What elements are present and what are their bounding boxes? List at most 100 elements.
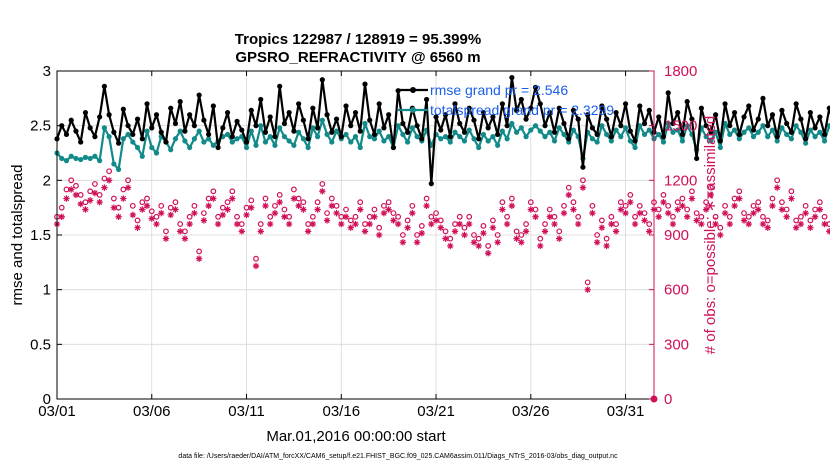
totalspread-point [485,138,491,144]
totalspread-point [599,123,605,129]
obs-possible-marker [622,202,629,209]
totalspread-point [153,150,160,156]
obs-assimilated-marker [598,224,606,231]
obs-assimilated-marker [167,211,174,219]
obs-assimilated-marker [489,224,497,231]
totalspread-point [793,123,799,129]
totalspread-point [343,131,349,138]
obs-assimilated-marker [783,213,790,220]
obs-assimilated-marker [447,242,454,250]
legend-label: totalspread grand pr = 2.3299 [430,102,614,118]
obs-possible-marker [418,222,425,229]
obs-possible-marker [347,217,354,224]
rmse-point [812,125,818,131]
totalspread-point [229,139,235,145]
rmse-point [296,101,302,107]
obs-assimilated-marker [646,228,653,235]
obs-assimilated-marker [480,229,487,237]
obs-assimilated-marker [229,195,236,202]
obs-assimilated-marker [375,231,383,239]
totalspread-point [182,138,188,144]
rmse-point [92,134,98,140]
rmse-point [97,114,103,120]
totalspread-point [480,131,487,138]
obs-possible-marker [433,210,439,217]
obs-assimilated-marker [802,209,809,217]
obs-assimilated-marker [323,217,331,224]
obs-assimilated-marker [522,228,530,235]
rmse-point [746,103,752,109]
rmse-point [769,112,776,118]
obs-possible-marker [632,213,638,220]
totalspread-point [125,131,131,138]
obs-possible-marker [291,186,297,193]
rmse-point [291,128,297,134]
rmse-point [352,109,359,116]
obs-possible-marker [191,202,198,209]
obs-assimilated-marker [186,220,193,228]
rmse-point [262,129,269,135]
obs-assimilated-marker [693,217,700,224]
obs-possible-marker [92,181,98,187]
obs-possible-marker [68,177,75,184]
totalspread-point [191,136,198,142]
obs-possible-marker [234,213,240,220]
totalspread-point [641,131,648,138]
obs-assimilated-marker [631,220,639,228]
y-axis-label: rmse and totalspread [9,165,26,306]
rmse-point [267,114,273,120]
totalspread-point [499,128,505,134]
totalspread-point [409,125,415,131]
obs-assimilated-marker [285,220,293,228]
totalspread-point [741,129,747,135]
rmse-point [495,131,501,138]
obs-assimilated-marker [238,228,245,235]
totalspread-point [381,138,387,144]
rmse-point [774,134,780,140]
obs-assimilated-marker [191,209,198,217]
rmse-point [613,109,619,116]
obs-possible-marker [281,206,288,213]
obs-assimilated-marker [281,213,288,220]
rmse-point [433,114,439,120]
totalspread-point [130,139,136,145]
totalspread-point [627,138,633,144]
obs-assimilated-marker [162,235,170,242]
rmse-point [457,120,463,127]
rmse-point [798,116,804,122]
obs-possible-marker [490,217,496,224]
totalspread-point [362,120,368,127]
totalspread-point [248,128,254,134]
obs-possible-marker [499,199,506,206]
obs-possible-marker [456,213,463,220]
obs-possible-marker [745,213,752,220]
rmse-point [561,120,567,127]
obs-possible-marker [148,208,155,215]
data-file-footnote: data file: /Users/raeder/DAI/ATM_forcXX/… [178,453,618,460]
rmse-point [627,128,633,134]
totalspread-point [632,144,638,151]
rmse-point [281,120,288,127]
y2-tick-label: 600 [664,282,689,299]
y2-tick-label: 900 [664,227,689,244]
rmse-point [187,112,193,118]
rmse-point [324,112,330,118]
totalspread-point [670,129,676,135]
rmse-point [63,131,70,138]
series-rmse [54,74,830,187]
obs-assimilated-marker [679,202,686,210]
obs-assimilated-marker [423,202,430,210]
obs-possible-marker [381,202,387,209]
totalspread-point [727,131,733,138]
totalspread-point [310,125,316,131]
rmse-point [466,105,472,111]
rmse-point [518,96,524,103]
obs-possible-marker [684,206,691,213]
totalspread-point [82,154,89,160]
rmse-point [414,123,420,129]
obs-assimilated-marker [366,220,373,228]
rmse-point [665,90,671,96]
totalspread-point [300,136,306,142]
rmse-point [532,84,539,90]
obs-assimilated-marker [371,213,378,220]
